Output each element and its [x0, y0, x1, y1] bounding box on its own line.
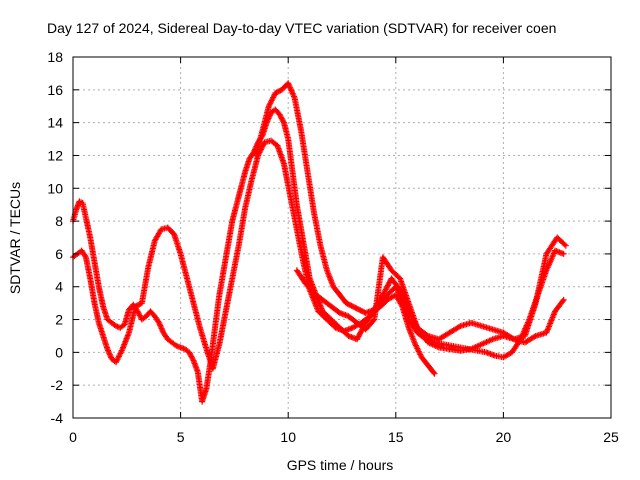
y-tick-label: 18: [47, 49, 63, 65]
y-tick-label: 16: [47, 82, 63, 98]
data-point: [430, 369, 437, 376]
y-tick-label: -4: [51, 410, 64, 426]
y-axis-label: SDTVAR / TECUs: [7, 182, 23, 294]
x-tick-label: 0: [69, 429, 77, 445]
x-tick-label: 5: [177, 429, 185, 445]
data-point: [560, 296, 567, 303]
x-tick-label: 25: [603, 429, 619, 445]
y-tick-label: 14: [47, 115, 63, 131]
y-tick-label: 12: [47, 147, 63, 163]
x-tick-label: 20: [496, 429, 512, 445]
data-point: [456, 323, 463, 330]
data-marks: [70, 80, 569, 405]
data-point: [562, 242, 569, 249]
data-point: [431, 370, 438, 377]
x-tick-label: 10: [280, 429, 296, 445]
y-tick-label: 8: [55, 213, 63, 229]
data-point: [531, 333, 538, 340]
plot-frame: [72, 56, 612, 419]
x-tick-label: 15: [388, 429, 404, 445]
tick-labels: 0 5 10 15 20 25 -4 -2 0 2 4 6 8 10 12 14 16 18: [47, 49, 619, 445]
data-point: [280, 118, 287, 125]
data-point: [82, 252, 89, 259]
data-point: [370, 317, 377, 324]
x-axis-label: GPS time / hours: [287, 457, 394, 473]
series-trace-4: [293, 254, 567, 354]
chart-title: Day 127 of 2024, Sidereal Day-to-day VTE…: [47, 20, 556, 36]
data-point: [560, 250, 567, 257]
data-point: [559, 298, 566, 305]
data-point: [189, 356, 196, 363]
y-tick-label: -2: [51, 377, 64, 393]
y-tick-label: 4: [55, 279, 63, 295]
grid: [73, 57, 611, 418]
y-tick-label: 0: [55, 344, 63, 360]
y-tick-label: 2: [55, 312, 63, 328]
y-tick-label: 10: [47, 180, 63, 196]
y-tick-label: 6: [55, 246, 63, 262]
ticks: [72, 56, 612, 419]
data-point: [561, 241, 568, 248]
